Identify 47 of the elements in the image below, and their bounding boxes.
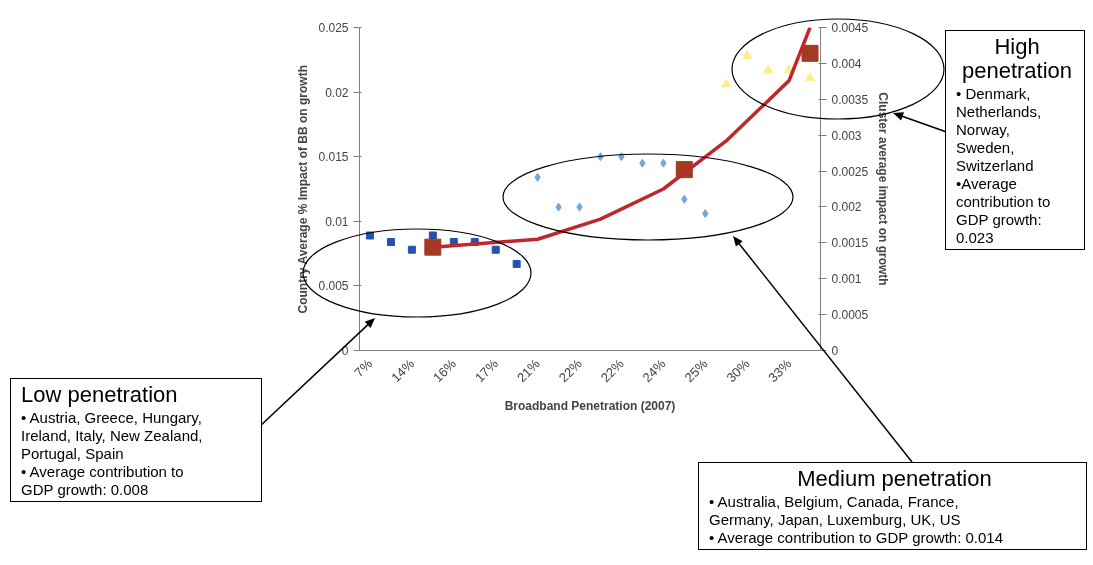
point <box>763 64 774 74</box>
point <box>681 194 688 204</box>
point <box>801 44 819 62</box>
y2-tick-label: 0.0035 <box>831 92 869 107</box>
y2-tick-label: 0.003 <box>831 128 862 143</box>
point <box>618 152 625 162</box>
point <box>660 158 667 168</box>
point <box>512 259 521 268</box>
text: Medium penetration <box>796 466 993 492</box>
x-tick-label: 17% <box>472 355 502 386</box>
point <box>491 245 500 254</box>
y2-tick-label: 0.0045 <box>831 21 869 35</box>
x-axis-title: Broadband Penetration (2007) <box>504 398 676 413</box>
x-tick-label: 30% <box>723 355 753 386</box>
y-tick-label: 0.01 <box>325 214 349 229</box>
point <box>534 172 541 182</box>
y2-tick-label: 0 <box>831 344 839 358</box>
y-tick-label: 0.025 <box>318 21 349 35</box>
point <box>742 50 753 60</box>
y-tick-label: 0.015 <box>318 150 349 165</box>
x-tick-label: 7% <box>351 355 376 381</box>
point <box>555 202 562 212</box>
point <box>721 78 732 88</box>
y2-tick-label: 0.0015 <box>831 236 869 251</box>
text: • Australia, Belgium, Canada, France, Germany, Japan, Luxemburg, UK, US • Average contribution to GDP growth: 0.014 <box>709 493 1005 548</box>
text: High penetration <box>960 34 1074 84</box>
y2-tick-label: 0.0025 <box>831 164 869 179</box>
point <box>639 158 646 168</box>
y-tick-label: 0.005 <box>318 279 349 294</box>
text: Low penetration <box>21 382 179 408</box>
text: • Austria, Greece, Hungary, Ireland, Italy, New Zealand, Portugal, Spain • Average contribution to GDP growth: 0.008 <box>21 409 204 500</box>
x-tick-label: 16% <box>430 355 460 386</box>
x-tick-label: 33% <box>765 355 795 386</box>
y-tick-label: 0.02 <box>325 85 349 100</box>
y2-tick-label: 0.004 <box>831 56 862 71</box>
x-tick-label: 14% <box>388 355 418 386</box>
y2-tick-label: 0.0005 <box>831 308 869 323</box>
point <box>805 72 816 81</box>
point <box>576 202 583 212</box>
y-axis-title: Country Average % Impact of BB on growth <box>296 64 311 314</box>
y2-tick-label: 0.002 <box>831 200 862 215</box>
point <box>702 209 709 219</box>
text: • Denmark, Netherlands, Norway, Sweden, Switzerland •Average contribution to GDP growth: 0.023 <box>956 85 1051 247</box>
point <box>407 245 416 254</box>
y2-axis-title: Cluster average impact on growth <box>876 92 891 286</box>
point <box>386 237 395 246</box>
y2-tick-label: 0.001 <box>831 272 862 287</box>
